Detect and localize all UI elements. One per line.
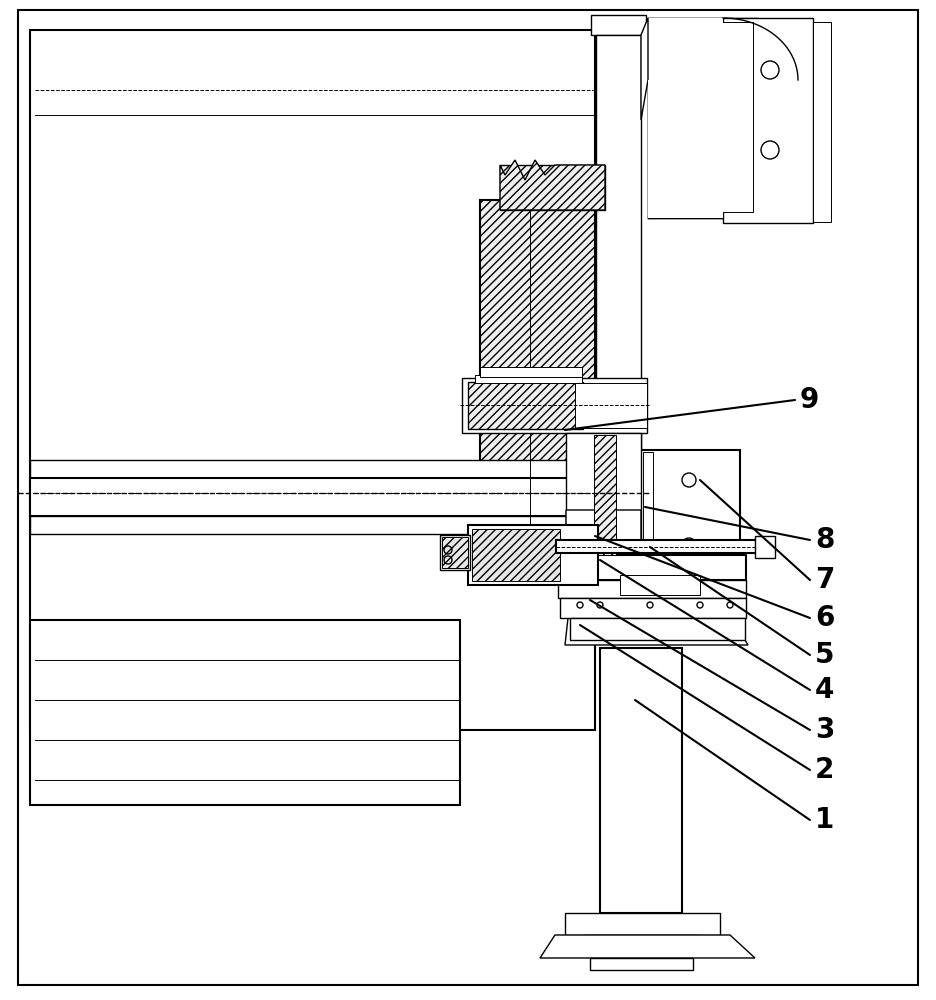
Polygon shape — [566, 510, 641, 560]
Bar — [723, 18, 813, 223]
Bar — [594, 435, 616, 555]
Bar — [653, 22, 753, 212]
Bar — [570, 618, 745, 640]
Bar — [440, 535, 470, 570]
Bar — [590, 958, 693, 970]
Bar — [30, 620, 460, 805]
Bar — [558, 580, 746, 598]
Text: 3: 3 — [815, 716, 834, 744]
Bar — [575, 383, 647, 428]
Bar — [595, 478, 645, 516]
Bar — [595, 460, 645, 478]
Bar — [480, 200, 595, 555]
Bar — [813, 22, 831, 222]
Bar — [565, 913, 720, 935]
Bar — [591, 15, 646, 35]
Bar — [566, 433, 641, 558]
Bar — [475, 375, 582, 383]
Bar — [596, 35, 641, 555]
Polygon shape — [641, 18, 648, 120]
Bar — [560, 598, 746, 618]
Bar — [585, 935, 700, 953]
Polygon shape — [500, 160, 605, 210]
Bar — [600, 648, 682, 913]
Polygon shape — [565, 618, 748, 645]
Bar — [442, 537, 468, 568]
Bar — [595, 516, 645, 534]
Bar — [648, 18, 758, 218]
Bar — [640, 450, 740, 620]
Bar — [480, 367, 582, 377]
Bar — [755, 536, 775, 558]
Text: 6: 6 — [815, 604, 834, 632]
Text: 1: 1 — [815, 806, 834, 834]
Bar — [556, 540, 756, 553]
Bar — [468, 382, 583, 429]
Polygon shape — [648, 80, 723, 218]
Text: 5: 5 — [815, 641, 835, 669]
Bar — [500, 165, 605, 210]
Bar — [462, 378, 647, 433]
Bar — [30, 478, 595, 516]
Polygon shape — [540, 935, 755, 958]
Text: 7: 7 — [815, 566, 834, 594]
Text: 2: 2 — [815, 756, 834, 784]
Text: 4: 4 — [815, 676, 834, 704]
Bar — [468, 525, 598, 585]
Text: 9: 9 — [800, 386, 819, 414]
Bar — [30, 460, 595, 478]
Bar — [620, 575, 700, 595]
Bar — [648, 18, 723, 218]
Bar — [472, 529, 560, 581]
Bar — [643, 452, 653, 617]
Bar — [30, 30, 595, 730]
Bar — [556, 555, 746, 580]
Polygon shape — [648, 80, 723, 218]
Bar — [30, 516, 595, 534]
Text: 8: 8 — [815, 526, 834, 554]
